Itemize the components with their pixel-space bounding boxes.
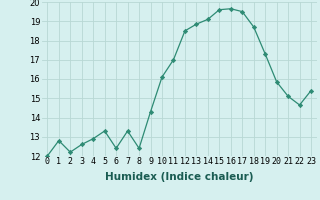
X-axis label: Humidex (Indice chaleur): Humidex (Indice chaleur) (105, 172, 253, 182)
